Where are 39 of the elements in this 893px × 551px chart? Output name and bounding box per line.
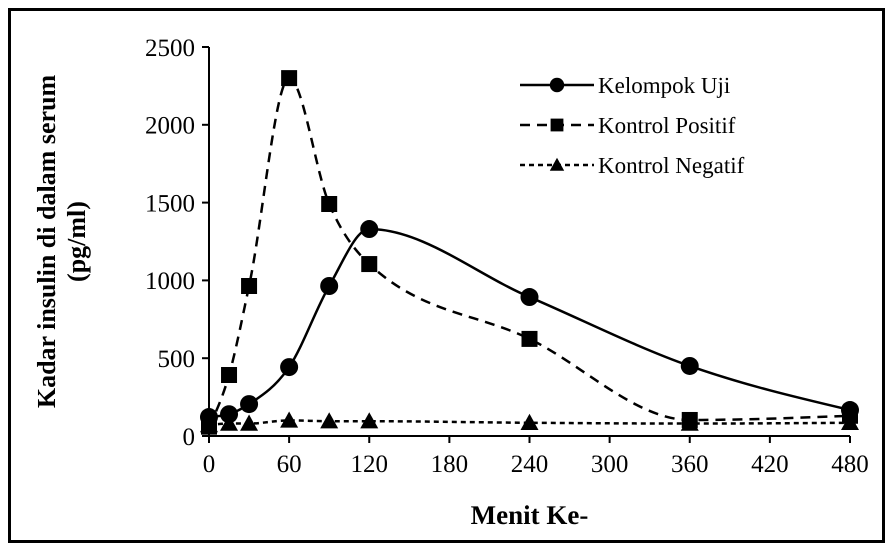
point <box>280 358 298 376</box>
x-tick-label: 240 <box>510 451 548 478</box>
x-tick-label: 300 <box>590 451 628 478</box>
x-axis-title: Menit Ke- <box>470 500 588 530</box>
y-tick-label: 2000 <box>145 112 195 140</box>
x-tick-label: 0 <box>202 451 216 478</box>
point <box>520 288 538 306</box>
y-tick-label: 1500 <box>145 190 195 218</box>
point <box>320 412 338 428</box>
point <box>680 356 699 375</box>
legend-label: Kontrol Negatif <box>598 153 745 178</box>
point <box>221 367 238 384</box>
y-tick-label: 1000 <box>145 268 195 296</box>
y-tick-label: 0 <box>182 424 195 451</box>
point <box>280 411 298 428</box>
legend-label: Kelompok Uji <box>598 73 730 98</box>
point <box>520 414 538 430</box>
point <box>360 220 378 238</box>
y-tick-label: 500 <box>158 346 195 373</box>
point <box>522 330 538 347</box>
point <box>241 278 258 294</box>
x-tick-label: 60 <box>276 451 302 478</box>
point <box>281 70 298 86</box>
y-tick-label: 2500 <box>145 34 195 62</box>
point <box>321 196 338 212</box>
x-tick-label: 120 <box>350 451 388 478</box>
legend-label: Kontrol Positif <box>598 113 736 138</box>
x-tick-label: 180 <box>430 451 468 478</box>
point <box>361 256 378 272</box>
x-tick-label: 480 <box>831 451 869 478</box>
point <box>240 414 258 431</box>
point <box>240 395 258 414</box>
point <box>320 277 338 295</box>
x-tick-label: 420 <box>751 451 789 478</box>
point <box>682 412 698 428</box>
point <box>220 405 238 424</box>
x-tick-label: 360 <box>671 451 708 478</box>
point <box>360 412 378 428</box>
y-axis-title: Kadar insulin di dalam serum (pg/ml) <box>32 74 92 408</box>
